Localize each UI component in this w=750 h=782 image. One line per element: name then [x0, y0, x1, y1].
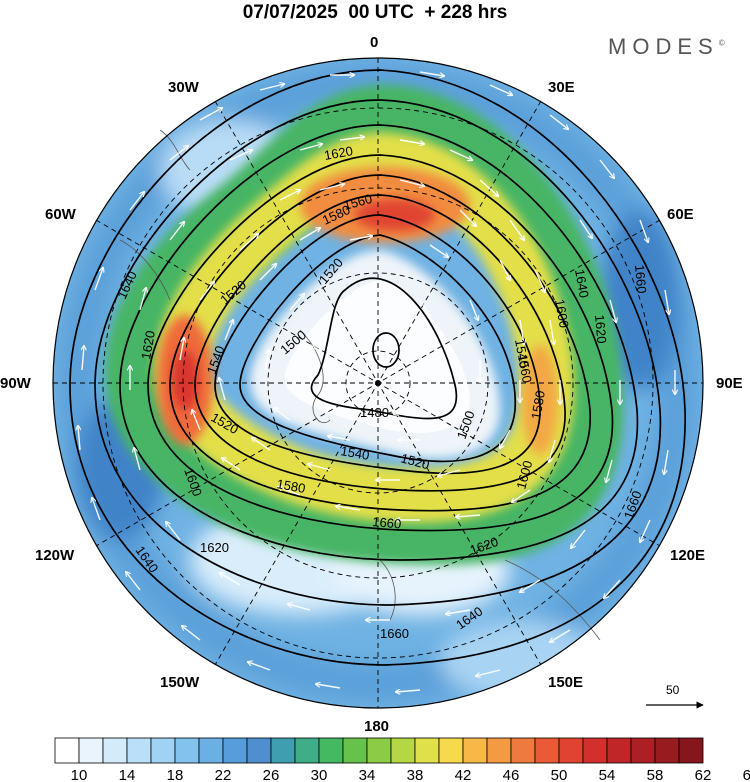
lon-label-30w: 30W	[168, 79, 199, 96]
reference-vector-label: 50	[666, 683, 680, 697]
colorbar-tick-label: 10	[71, 767, 88, 782]
colorbar-tick-label: 62	[695, 767, 712, 782]
brand-name: MODES	[608, 34, 719, 59]
lon-label-90e: 90E	[716, 375, 743, 392]
colorbar-box	[438, 737, 464, 764]
lon-label-90w: 90W	[0, 375, 31, 392]
colorbar-box	[294, 737, 320, 764]
contour-label: 1540	[512, 338, 532, 369]
colorbar-box	[246, 737, 272, 764]
contour-label: 1520	[399, 450, 431, 472]
contour-label: 1660	[632, 264, 649, 294]
colorbar-tick-label: 66	[743, 767, 750, 782]
colorbar-tick-label: 30	[311, 767, 328, 782]
colorbar-tick-label: 50	[551, 767, 568, 782]
colorbar-box	[534, 737, 560, 764]
colorbar-box	[366, 737, 392, 764]
colorbar-tick-label: 54	[599, 767, 616, 782]
pole-marker	[375, 380, 381, 386]
colorbar-box	[342, 737, 368, 764]
lon-label-0: 0	[370, 34, 379, 51]
lon-label-60w: 60W	[45, 206, 76, 223]
colorbar-box	[462, 737, 488, 764]
polar-map: 1480 1500 1500 1520 1520 1520 1520 1540 …	[52, 57, 704, 709]
lon-label-60e: 60E	[667, 206, 694, 223]
copyright-mark: ©	[718, 38, 725, 48]
contour-label: 1540	[339, 443, 370, 463]
contour-label: 1620	[323, 143, 354, 163]
contour-label: 1600	[513, 459, 535, 491]
colorbar-box	[630, 737, 656, 764]
lon-label-150e: 150E	[548, 674, 584, 691]
colorbar-box	[606, 737, 632, 764]
contour-label: 1580	[528, 389, 548, 420]
contour-label: 1580	[275, 476, 306, 496]
colorbar-box	[678, 737, 704, 764]
contour-label: 1620	[138, 329, 158, 360]
colorbar-box	[318, 737, 344, 764]
colorbar-tick-label: 14	[119, 767, 136, 782]
colorbar-box	[414, 737, 440, 764]
colorbar-box	[654, 737, 680, 764]
colorbar-box	[270, 737, 296, 764]
colorbar-tick-label: 58	[647, 767, 664, 782]
brand-logo: MODES©	[608, 34, 725, 60]
colorbar-tick-label: 26	[263, 767, 280, 782]
contour-label: 1560	[342, 191, 374, 213]
colorbar-box	[174, 737, 200, 764]
contour-label: 1480	[360, 405, 389, 420]
height-contours	[69, 69, 686, 666]
colorbar-tick-label: 46	[503, 767, 520, 782]
map-title: 07/07/2025 00 UTC + 228 hrs	[242, 2, 508, 23]
wind-vectors	[78, 71, 675, 692]
lon-label-180: 180	[364, 718, 390, 735]
colorbar-boxes	[54, 737, 704, 764]
colorbar-box	[102, 737, 128, 764]
contour-label: 1660	[380, 626, 409, 641]
contour-label: 1640	[572, 268, 592, 299]
colorbar-tick-label: 22	[215, 767, 232, 782]
colorbar-tick-label: 18	[167, 767, 184, 782]
contour-label: 1660	[372, 514, 402, 531]
colorbar-box	[558, 737, 584, 764]
lon-label-120w: 120W	[35, 547, 75, 564]
colorbar-box	[222, 737, 248, 764]
colorbar-box	[150, 737, 176, 764]
colorbar-box	[126, 737, 152, 764]
colorbar-ticks: 10141822263034384246505458626670	[71, 767, 750, 782]
map-boundary	[52, 57, 704, 709]
colorbar-box	[78, 737, 104, 764]
contour-label: 1620	[200, 540, 229, 555]
lon-label-150w: 150W	[160, 674, 200, 691]
colorbar-box	[486, 737, 512, 764]
colorbar-box	[510, 737, 536, 764]
colorbar-tick-label: 34	[359, 767, 376, 782]
contour-label: 1560	[515, 353, 535, 384]
coastlines	[119, 129, 601, 641]
contour-label: 1620	[592, 314, 609, 344]
colorbar-box	[198, 737, 224, 764]
colorbar-tick-label: 38	[407, 767, 424, 782]
contour-label: 1600	[552, 298, 572, 329]
colorbar-box	[390, 737, 416, 764]
lon-label-30e: 30E	[548, 79, 575, 96]
colorbar-tick-label: 42	[455, 767, 472, 782]
colorbar-box	[582, 737, 608, 764]
colorbar-box	[54, 737, 80, 764]
lon-label-120e: 120E	[670, 547, 706, 564]
